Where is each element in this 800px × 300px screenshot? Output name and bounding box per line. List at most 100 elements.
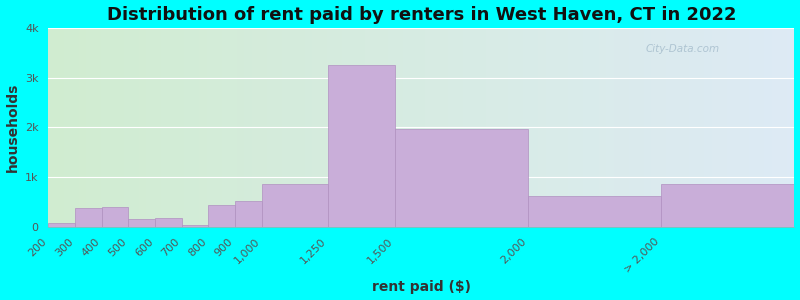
Bar xyxy=(606,28,614,227)
Bar xyxy=(282,28,290,227)
Bar xyxy=(182,225,208,227)
Bar xyxy=(583,28,591,227)
Bar xyxy=(365,28,373,227)
Bar xyxy=(621,28,629,227)
Bar xyxy=(208,205,235,227)
Bar xyxy=(146,28,154,227)
Bar xyxy=(697,28,704,227)
Bar xyxy=(455,28,463,227)
Bar xyxy=(568,28,576,227)
Bar xyxy=(402,28,410,227)
Bar xyxy=(530,28,538,227)
Bar xyxy=(358,28,365,227)
Bar xyxy=(682,28,689,227)
Bar xyxy=(486,28,493,227)
Bar xyxy=(312,28,320,227)
Bar xyxy=(169,28,177,227)
Bar xyxy=(56,28,63,227)
Bar xyxy=(598,28,606,227)
Title: Distribution of rent paid by renters in West Haven, CT in 2022: Distribution of rent paid by renters in … xyxy=(106,6,736,24)
Bar xyxy=(508,28,516,227)
Bar xyxy=(470,28,478,227)
Bar xyxy=(109,28,116,227)
Bar xyxy=(418,28,426,227)
Bar xyxy=(128,218,155,227)
Bar xyxy=(764,28,772,227)
Bar xyxy=(274,28,282,227)
Bar xyxy=(644,28,651,227)
Bar xyxy=(237,28,244,227)
Bar xyxy=(155,218,182,227)
Bar xyxy=(636,28,644,227)
Text: City-Data.com: City-Data.com xyxy=(646,44,719,54)
Bar xyxy=(63,28,71,227)
Bar xyxy=(124,28,131,227)
Bar xyxy=(230,28,237,227)
Bar xyxy=(373,28,380,227)
Bar xyxy=(711,28,719,227)
Bar xyxy=(561,28,568,227)
Bar xyxy=(651,28,659,227)
Bar xyxy=(162,28,169,227)
Bar xyxy=(259,28,267,227)
Bar xyxy=(689,28,697,227)
Bar xyxy=(629,28,636,227)
Bar xyxy=(426,28,433,227)
Bar xyxy=(742,28,750,227)
Bar xyxy=(662,184,794,227)
Bar xyxy=(327,28,334,227)
Y-axis label: households: households xyxy=(6,82,19,172)
Bar xyxy=(538,28,546,227)
Bar xyxy=(235,201,262,227)
Bar xyxy=(86,28,94,227)
Bar xyxy=(433,28,440,227)
Bar xyxy=(131,28,139,227)
Bar xyxy=(328,65,395,227)
Bar xyxy=(262,184,328,227)
Bar xyxy=(516,28,523,227)
Bar xyxy=(666,28,674,227)
X-axis label: rent paid ($): rent paid ($) xyxy=(372,280,471,294)
Bar xyxy=(350,28,358,227)
Bar xyxy=(719,28,726,227)
Bar xyxy=(267,28,274,227)
Bar xyxy=(395,28,402,227)
Bar xyxy=(750,28,757,227)
Bar xyxy=(779,28,787,227)
Bar xyxy=(177,28,184,227)
Bar xyxy=(726,28,734,227)
Bar xyxy=(787,28,794,227)
Bar xyxy=(463,28,470,227)
Bar xyxy=(252,28,259,227)
Bar xyxy=(528,196,662,227)
Bar xyxy=(214,28,222,227)
Bar xyxy=(78,28,86,227)
Bar xyxy=(75,208,102,227)
Bar xyxy=(546,28,554,227)
Bar xyxy=(199,28,206,227)
Bar xyxy=(478,28,486,227)
Bar xyxy=(102,207,128,227)
Bar xyxy=(49,223,75,227)
Bar xyxy=(387,28,395,227)
Bar xyxy=(554,28,561,227)
Bar xyxy=(342,28,350,227)
Bar xyxy=(290,28,297,227)
Bar xyxy=(704,28,711,227)
Bar xyxy=(184,28,192,227)
Bar xyxy=(206,28,214,227)
Bar xyxy=(493,28,501,227)
Bar xyxy=(102,28,109,227)
Bar xyxy=(523,28,530,227)
Bar xyxy=(395,129,528,227)
Bar xyxy=(659,28,666,227)
Bar xyxy=(772,28,779,227)
Bar xyxy=(448,28,455,227)
Bar xyxy=(192,28,199,227)
Bar xyxy=(71,28,78,227)
Bar xyxy=(576,28,583,227)
Bar xyxy=(94,28,102,227)
Bar xyxy=(222,28,230,227)
Bar xyxy=(154,28,162,227)
Bar xyxy=(674,28,682,227)
